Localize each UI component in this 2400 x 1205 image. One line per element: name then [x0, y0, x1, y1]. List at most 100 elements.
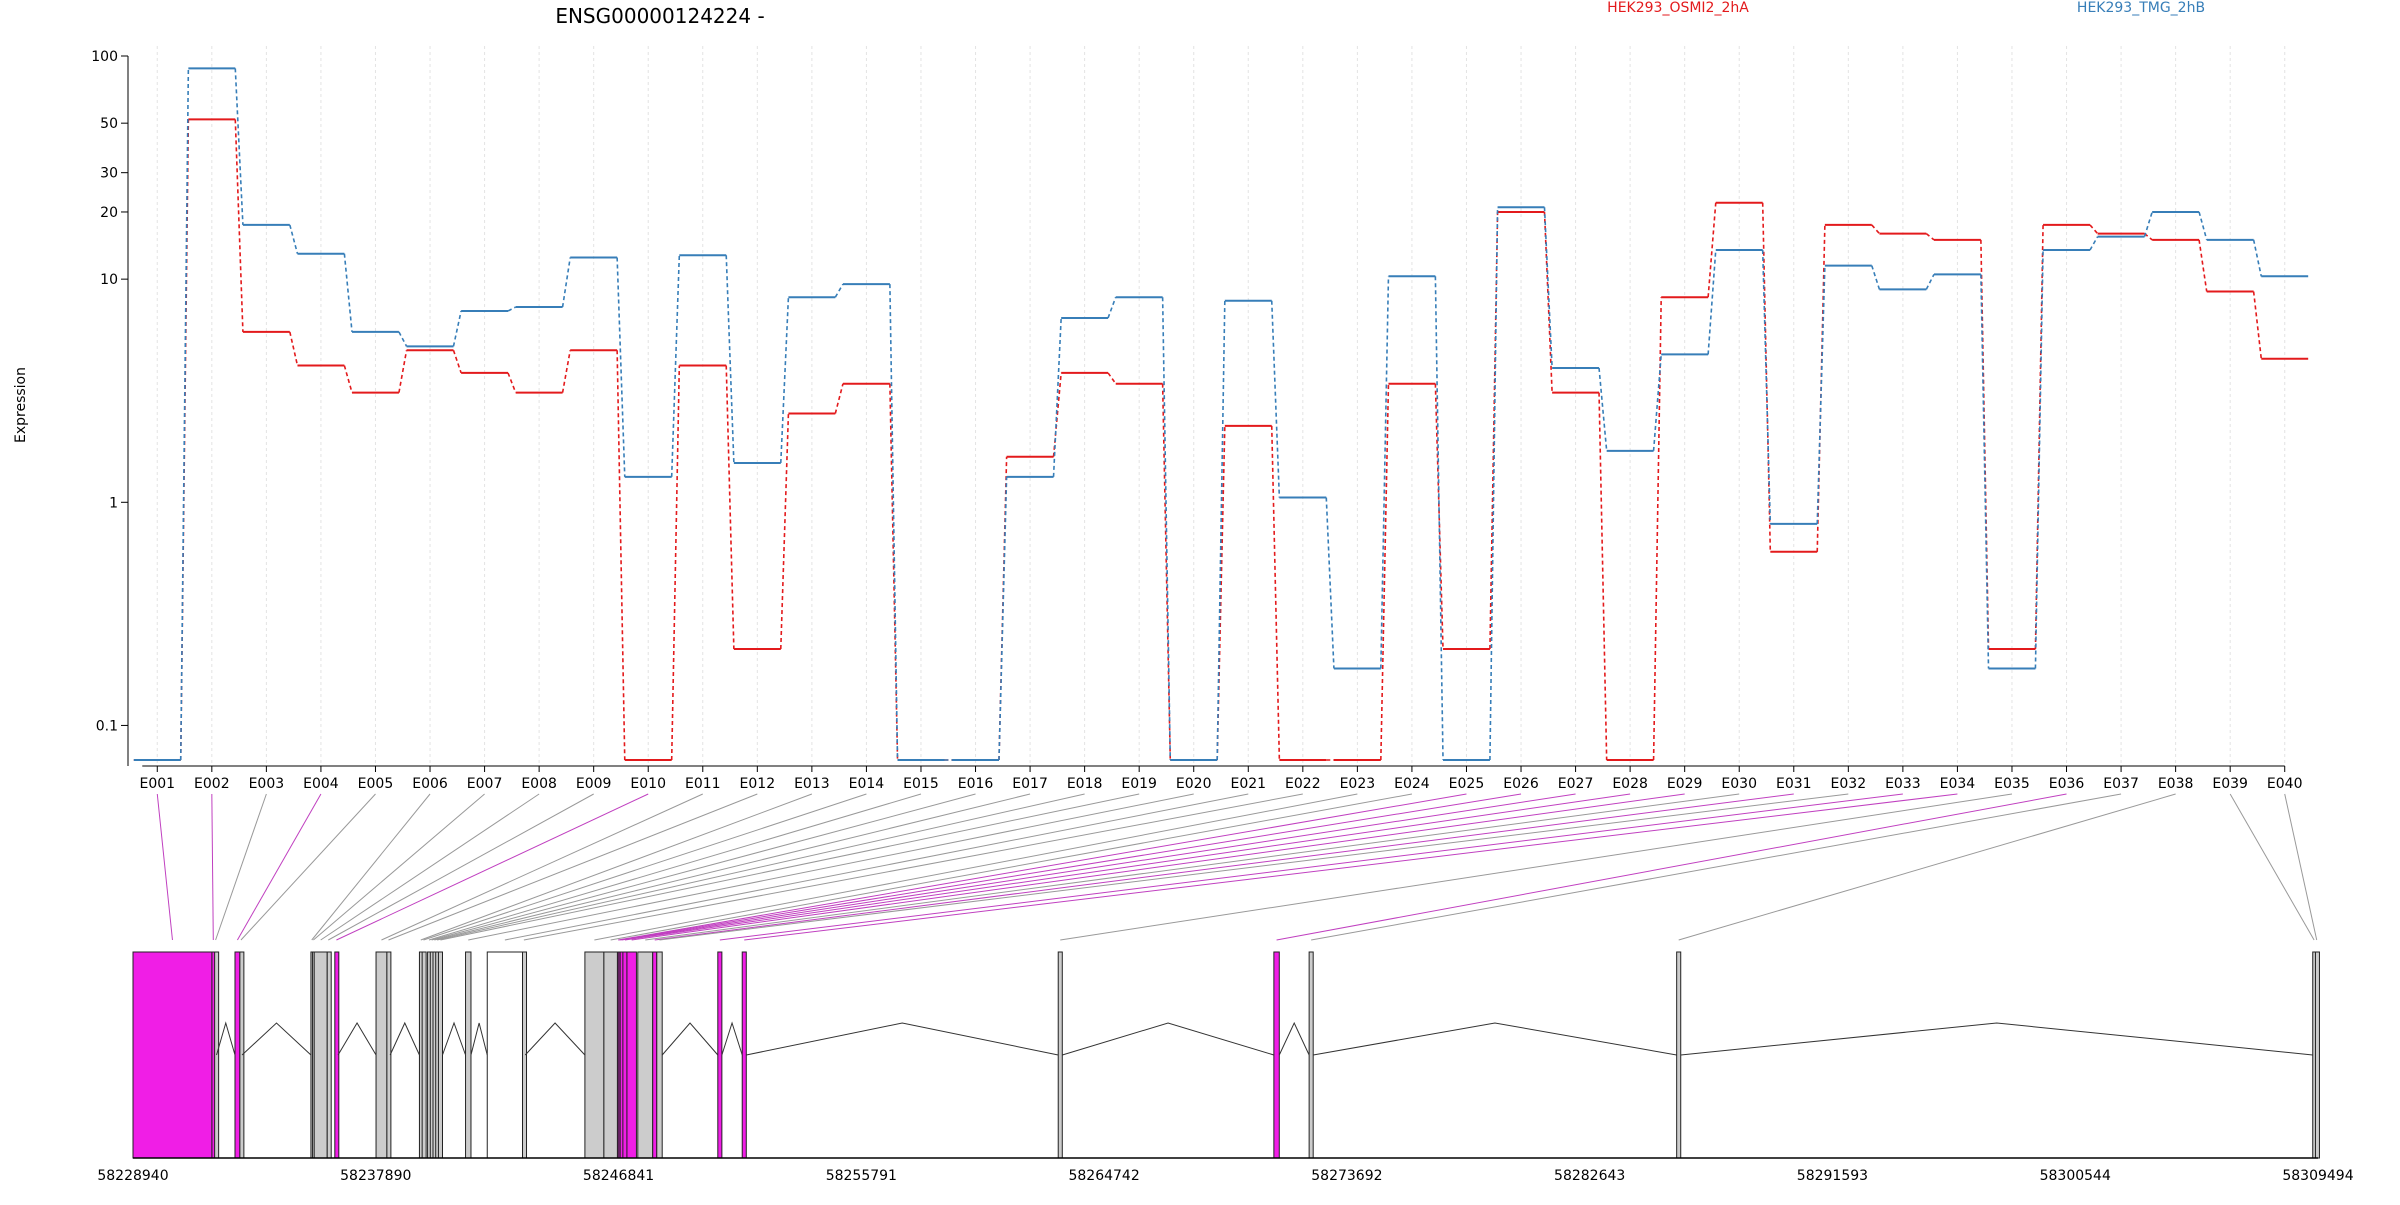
series-connector	[1052, 317, 1062, 477]
x-tick-label-e031: E031	[1776, 776, 1812, 792]
intron-line	[337, 1022, 377, 1056]
genomic-tick-label: 58264742	[1068, 1168, 1139, 1184]
series-connector	[1925, 232, 1935, 241]
genomic-tick-label: 58255791	[826, 1168, 897, 1184]
intron-line	[661, 1022, 719, 1056]
exon-link-e025	[618, 793, 1467, 941]
x-tick-label-e008: E008	[521, 776, 557, 792]
exon-link-e022	[523, 793, 1303, 941]
series-connector	[1707, 250, 1717, 355]
y-axis-label: Expression	[13, 367, 29, 443]
series-2	[133, 67, 2309, 761]
exon-link-e007	[313, 793, 485, 941]
x-tick-label-e036: E036	[2049, 776, 2085, 792]
exon-connector-lines	[156, 793, 2318, 941]
series-connector	[2143, 211, 2153, 237]
exon-box-e036	[1273, 951, 1280, 1159]
x-tick-label-e032: E032	[1831, 776, 1867, 792]
exon-box-e037	[1308, 951, 1314, 1159]
series-connector	[2252, 239, 2263, 277]
series-connector	[234, 119, 244, 332]
series-connector	[179, 68, 190, 761]
x-tick-label-e004: E004	[303, 776, 339, 792]
series-connector	[1543, 211, 1553, 393]
exon-box-e034	[741, 951, 747, 1159]
series-connector	[998, 476, 1008, 761]
y-tick-label: 20	[100, 205, 118, 221]
chart-text: ENSG00000124224 - HEK293_OSMI2_2hA HEK29…	[13, 0, 2205, 443]
exon-link-e030	[645, 793, 1740, 941]
series-connector	[1270, 300, 1281, 498]
exon-link-e039	[2229, 793, 2315, 941]
series-connector	[1380, 276, 1390, 669]
x-tick-label-e019: E019	[1121, 776, 1157, 792]
exon-box-e038	[1676, 951, 1682, 1159]
x-tick-label-e009: E009	[576, 776, 612, 792]
series-connector	[1652, 297, 1663, 761]
intron-line	[389, 1021, 420, 1056]
exon-box-e028	[622, 951, 628, 1159]
series-connector	[398, 350, 408, 393]
series-connector	[1489, 207, 1499, 761]
exon-link-e024	[610, 793, 1413, 941]
series-connector	[1816, 265, 1826, 524]
legend-series-2: HEK293_TMG_2hB	[2077, 0, 2205, 16]
exon-link-e013	[420, 793, 813, 941]
x-tick-label-e002: E002	[194, 776, 230, 792]
exon-box-e023	[584, 951, 605, 1159]
exon-link-e021	[504, 793, 1249, 941]
exon-box-e020	[465, 951, 472, 1159]
y-tick-label: 50	[100, 116, 118, 132]
genomic-tick-label: 58246841	[583, 1168, 654, 1184]
series-connector	[1107, 372, 1117, 385]
x-tick-label-e033: E033	[1885, 776, 1921, 792]
x-tick-label-e034: E034	[1940, 776, 1976, 792]
exon-link-e026	[619, 793, 1522, 941]
exon-link-e001	[156, 793, 173, 941]
series-connector	[452, 350, 462, 374]
exon-box-e031	[652, 951, 658, 1159]
exon-link-e032	[659, 793, 1849, 941]
genomic-tick-label: 58282643	[1554, 1168, 1625, 1184]
exon-link-e004	[236, 793, 322, 941]
series-connector	[289, 224, 299, 254]
genomic-tick-label: 58273692	[1311, 1168, 1382, 1184]
series-connector	[1652, 354, 1663, 451]
series-lines	[133, 67, 2309, 761]
series-connector	[452, 310, 462, 347]
exon-link-e033	[719, 793, 1903, 941]
series-connector	[1107, 296, 1117, 319]
series-connector	[1871, 265, 1881, 290]
exon-link-e010	[336, 793, 649, 941]
exon-link-e028	[624, 793, 1631, 941]
series-1	[133, 118, 2309, 761]
series-connector	[2198, 211, 2208, 241]
x-tick-label-e018: E018	[1067, 776, 1103, 792]
exon-link-e011	[381, 793, 703, 941]
series-connector	[1052, 372, 1062, 457]
exon-link-e012	[388, 793, 758, 941]
exon-link-e019	[440, 793, 1140, 941]
x-tick-label-e027: E027	[1558, 776, 1594, 792]
x-tick-label-e013: E013	[794, 776, 830, 792]
x-tick-label-e012: E012	[740, 776, 776, 792]
exon-link-e006	[311, 793, 431, 941]
exon-box-e009	[326, 951, 332, 1159]
series-connector	[1598, 392, 1608, 761]
series-connector	[1434, 383, 1444, 650]
y-tick-label: 1	[109, 495, 118, 511]
genomic-tick-label: 58291593	[1797, 1168, 1868, 1184]
x-tick-label-e025: E025	[1449, 776, 1485, 792]
exon-link-e027	[621, 793, 1576, 941]
exon-box-e029	[626, 951, 637, 1159]
exon-link-e018	[436, 793, 1085, 941]
x-tick-label-e010: E010	[630, 776, 666, 792]
series-connector	[343, 253, 353, 333]
series-connector	[2089, 236, 2099, 251]
series-connector	[889, 284, 899, 761]
exon-link-e036	[1276, 793, 2067, 941]
exon-link-e038	[1678, 793, 2176, 941]
x-tick-label-e029: E029	[1667, 776, 1703, 792]
axes: 0.1 1 10 20 30 50 100 E001 E002 E003 E004 E005 E006 E…	[91, 49, 2302, 792]
intron-line	[524, 1022, 586, 1056]
